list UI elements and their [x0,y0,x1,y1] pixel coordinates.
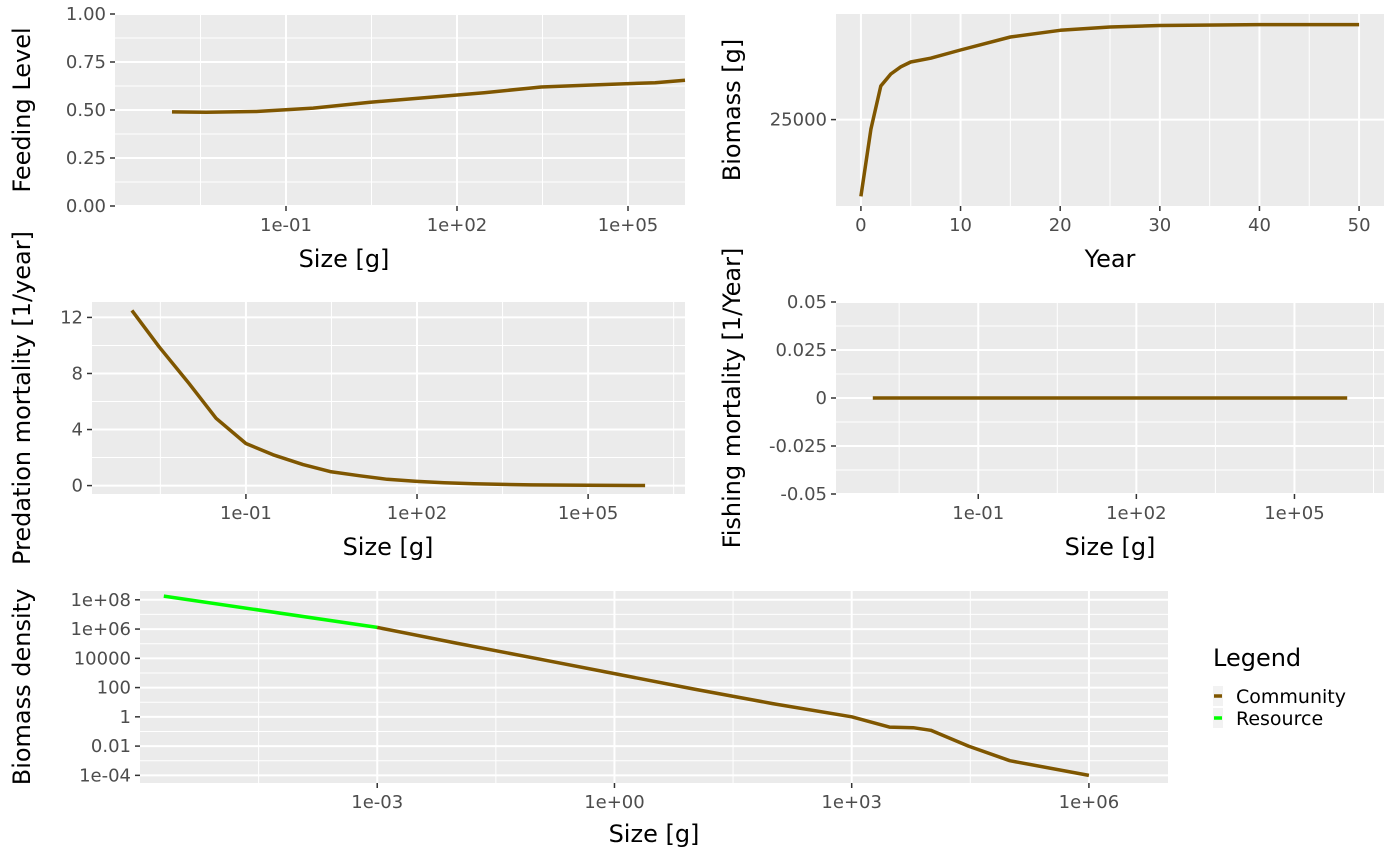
x-tick-label: 1e+02 [1106,503,1167,524]
y-tick-label: 1e+06 [70,619,131,640]
x-tick-label: 1e+02 [387,503,448,524]
series-line-feeding-level [171,78,686,115]
y-tick-label: 1e-04 [79,765,131,786]
y-tick-label: 1 [120,707,131,728]
biomass-time-x-axis-title: Year [1084,245,1136,273]
x-tick-label: 1e+00 [584,792,645,813]
y-tick-label: 100 [97,678,131,699]
fishing-mortality-x-axis-title: Size [g] [1065,533,1156,561]
x-tick-label: 1e-01 [260,215,312,236]
y-tick-label: -0.05 [780,484,827,505]
predation-mortality-gridlines [92,302,685,494]
x-tick-label: 1e+05 [598,215,659,236]
biomass-density-y-axis-title: Biomass density [8,589,36,786]
legend-label-resource: Resource [1236,708,1323,730]
y-tick-label: 0.50 [66,100,106,121]
series-line-community [376,625,1090,778]
y-tick-label: 0.01 [91,736,131,757]
x-tick-label: 1e+03 [821,792,882,813]
feeding-level-x-axis-title: Size [g] [299,245,390,273]
x-tick-label: 1e-03 [351,792,403,813]
feeding-level-y-axis-title: Feeding Level [8,27,36,192]
y-tick-label: -0.025 [769,436,827,457]
legend-title: Legend [1213,644,1301,672]
y-tick-label: 4 [72,420,83,441]
biomass-time-gridlines [836,14,1384,206]
y-tick-label: 0.00 [66,196,106,217]
fishing-mortality-y-axis-title: Fishing mortality [1/Year] [718,248,746,549]
series-line-predation-mortality [130,309,646,488]
x-tick-label: 20 [1049,215,1072,236]
x-tick-label: 1e+05 [558,503,619,524]
legend-label-community: Community [1236,686,1346,708]
series-line-biomass-time [859,22,1360,197]
panel-biomass-density: 1e-03 1e+00 1e+03 1e+06 1e-04 0.01 1 100 10000 1e… [8,589,1168,848]
y-tick-label: 10000 [74,648,131,669]
x-tick-label: 1e+06 [1059,792,1120,813]
x-tick-label: 1e+05 [1264,503,1325,524]
y-tick-label: 8 [72,363,83,384]
panel-feeding-level: 1e-01 1e+02 1e+05 0.00 0.25 0.50 0.75 1.00 Size … [8,4,686,273]
panel-biomass-time: 0 10 20 30 40 50 25000 Year Biomass [g] [718,14,1384,273]
predation-mortality-panel-background [92,302,685,494]
predation-mortality-y-axis-title: Predation mortality [1/year] [8,231,36,565]
x-tick-label: 1e+02 [427,215,488,236]
predation-mortality-x-axis-title: Size [g] [343,533,434,561]
y-tick-label: 0.05 [787,292,827,313]
y-tick-label: 0.25 [66,148,106,169]
biomass-time-y-axis-title: Biomass [g] [718,39,746,182]
x-tick-label: 30 [1148,215,1171,236]
y-tick-label: 12 [60,307,83,328]
x-tick-label: 1e-01 [220,503,272,524]
panel-predation-mortality: 1e-01 1e+02 1e+05 0 4 8 12 Size [g] Predation mo… [8,231,685,565]
y-tick-label: 0.75 [66,52,106,73]
y-tick-label: 25000 [770,110,827,131]
y-tick-label: 0 [816,388,827,409]
biomass-density-gridlines [140,591,1168,783]
y-tick-label: 1e+08 [70,590,131,611]
y-tick-label: 0.025 [775,340,827,361]
y-tick-label: 1.00 [66,4,106,25]
biomass-density-x-axis-title: Size [g] [609,820,700,848]
y-tick-label: 0 [72,476,83,497]
series-line-resource [163,594,378,630]
panel-fishing-mortality: 1e-01 1e+02 1e+05 -0.05 -0.025 0 0.025 0.05 Size… [718,248,1384,561]
plot-panels: 1e-01 1e+02 1e+05 0.00 0.25 0.50 0.75 1.00 Size … [8,4,1384,848]
x-tick-label: 10 [949,215,972,236]
feeding-level-gridlines [115,13,685,207]
x-tick-label: 1e-01 [952,503,1004,524]
x-tick-label: 0 [855,215,866,236]
x-tick-label: 40 [1248,215,1271,236]
x-tick-label: 50 [1348,215,1371,236]
